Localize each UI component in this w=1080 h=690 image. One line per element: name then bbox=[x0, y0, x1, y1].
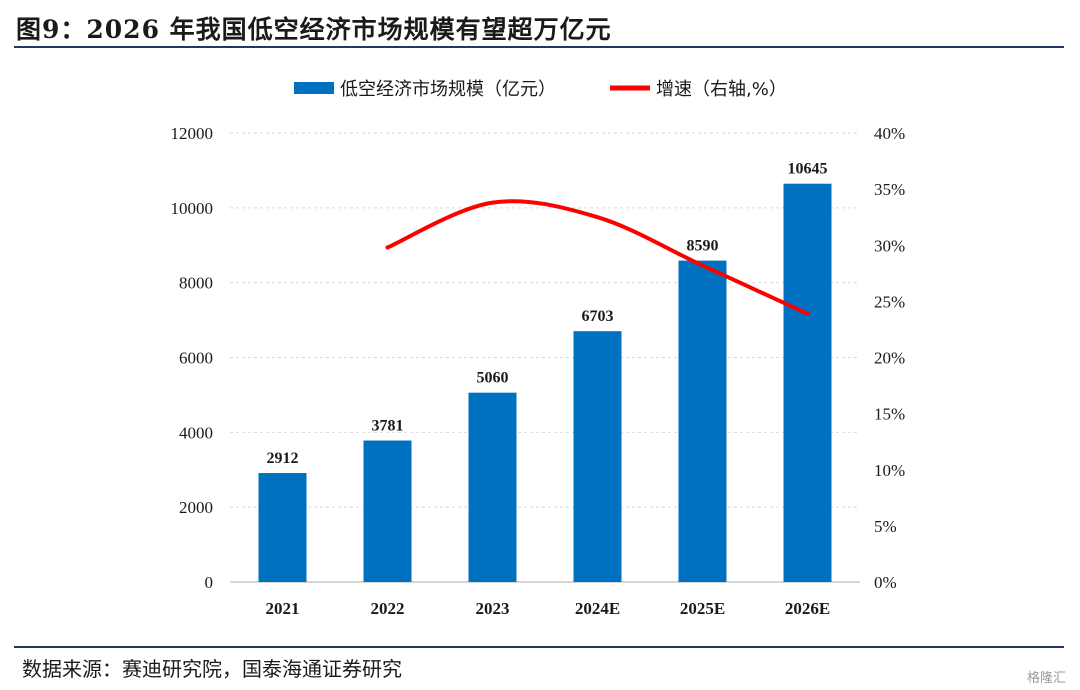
right-tick-label: 10% bbox=[874, 461, 905, 480]
x-tick-label: 2025E bbox=[680, 599, 725, 618]
bar bbox=[573, 331, 622, 582]
left-tick-label: 6000 bbox=[179, 349, 213, 368]
chart: 2912 3781 5060 6703 8590 10645 0 2000 4000 6000 8… bbox=[171, 79, 906, 618]
bar bbox=[468, 392, 517, 582]
grid-lines bbox=[230, 132, 860, 583]
right-tick-label: 30% bbox=[874, 236, 905, 255]
legend-bar-label: 低空经济市场规模（亿元） bbox=[340, 79, 556, 100]
x-tick-label: 2021 bbox=[266, 599, 300, 618]
watermark-logo: 格隆汇 bbox=[1026, 671, 1066, 686]
right-tick-label: 40% bbox=[874, 124, 905, 143]
bar bbox=[678, 260, 727, 582]
left-tick-label: 0 bbox=[205, 573, 214, 592]
data-label: 8590 bbox=[687, 238, 719, 255]
growth-line-series bbox=[385, 199, 810, 316]
left-tick-label: 8000 bbox=[179, 274, 213, 293]
data-label: 6703 bbox=[582, 308, 614, 325]
x-axis: 2021 2022 2023 2024E 2025E 2026E bbox=[266, 599, 831, 618]
bar-series bbox=[258, 183, 832, 582]
data-labels: 2912 3781 5060 6703 8590 10645 bbox=[267, 161, 828, 467]
source-note: 数据来源：赛迪研究院，国泰海通证券研究 bbox=[22, 657, 402, 681]
right-tick-label: 15% bbox=[874, 405, 905, 424]
left-tick-label: 10000 bbox=[171, 199, 214, 218]
growth-line bbox=[385, 199, 810, 316]
title-divider bbox=[14, 46, 1064, 48]
x-tick-label: 2023 bbox=[476, 599, 510, 618]
legend: 低空经济市场规模（亿元） 增速（右轴,%） bbox=[294, 79, 787, 100]
data-label: 10645 bbox=[788, 161, 828, 178]
right-axis-ticks: 0% 5% 10% 15% 20% 25% 30% 35% 40% bbox=[874, 124, 905, 592]
bar bbox=[783, 183, 832, 582]
left-axis-ticks: 0 2000 4000 6000 8000 10000 12000 bbox=[171, 124, 214, 592]
right-tick-label: 25% bbox=[874, 292, 905, 311]
data-label: 3781 bbox=[372, 418, 404, 435]
legend-line-label: 增速（右轴,%） bbox=[656, 79, 787, 100]
left-tick-label: 2000 bbox=[179, 498, 213, 517]
left-tick-label: 4000 bbox=[179, 423, 213, 442]
source-divider bbox=[14, 646, 1064, 648]
x-tick-label: 2022 bbox=[371, 599, 405, 618]
x-tick-label: 2026E bbox=[785, 599, 830, 618]
right-tick-label: 0% bbox=[874, 573, 897, 592]
right-tick-label: 35% bbox=[874, 180, 905, 199]
figure-title: 图9：2026 年我国低空经济市场规模有望超万亿元 bbox=[16, 15, 612, 44]
right-tick-label: 20% bbox=[874, 349, 905, 368]
left-tick-label: 12000 bbox=[171, 124, 214, 143]
bar bbox=[258, 473, 307, 582]
x-tick-label: 2024E bbox=[575, 599, 620, 618]
data-label: 5060 bbox=[477, 370, 509, 387]
right-tick-label: 5% bbox=[874, 517, 897, 536]
data-label: 2912 bbox=[267, 450, 299, 467]
legend-bar-swatch bbox=[294, 82, 334, 94]
bar bbox=[363, 440, 412, 582]
